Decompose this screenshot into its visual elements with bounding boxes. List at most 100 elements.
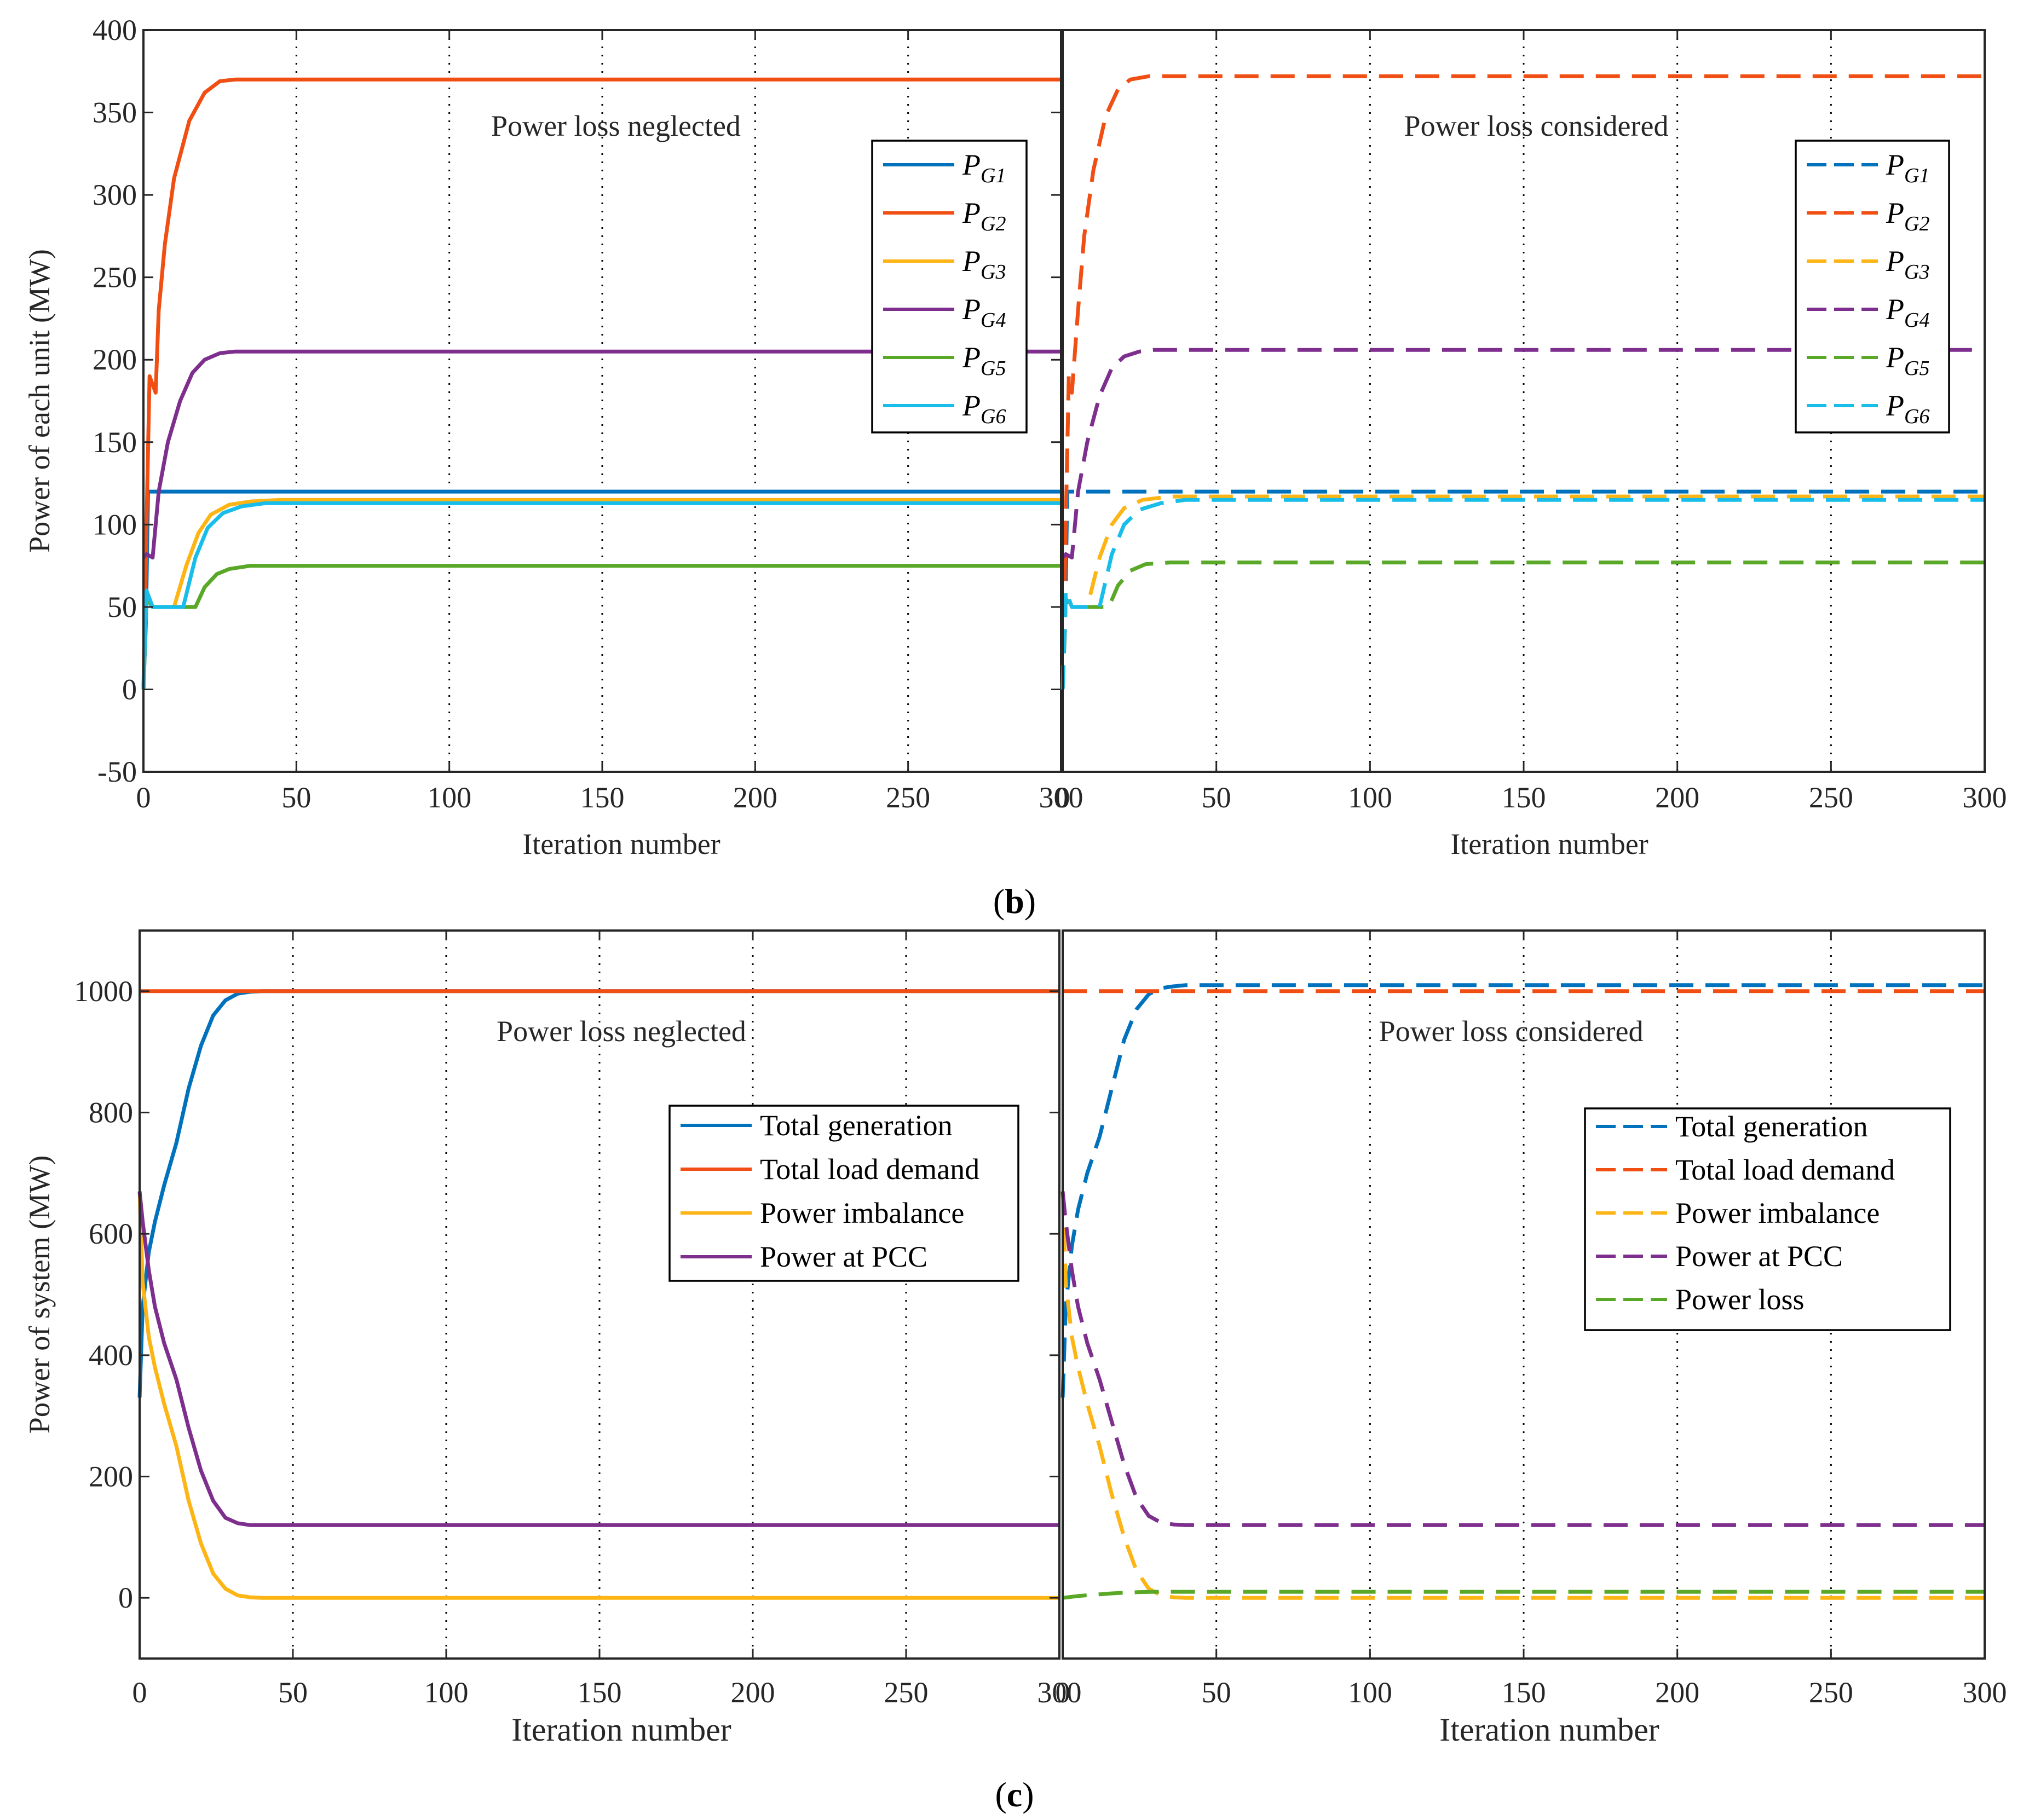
y-tick-label: -50: [97, 755, 137, 788]
x-tick-label: 0: [132, 1676, 147, 1709]
series-line-total-generation: [1060, 983, 1985, 1398]
legend-box: [1795, 140, 1950, 434]
legend: PG1 PG2 PG3 PG4 PG5 PG6: [871, 140, 1028, 434]
legend-label: PG1: [962, 148, 1006, 187]
legend-label: PG5: [1886, 341, 1929, 380]
y-tick-label: 50: [107, 591, 137, 623]
panel-b-label: (b): [993, 882, 1036, 921]
legend-box: [871, 140, 1028, 434]
legend-label: Power loss: [1675, 1283, 1805, 1316]
legend-label: Total load demand: [1675, 1153, 1895, 1186]
series-line-p-g2: [1060, 74, 1985, 690]
y-tick-label: 400: [89, 1339, 133, 1372]
y-tick-label: 350: [93, 96, 137, 129]
legend: Total generation Total load demand Power i…: [668, 1105, 1019, 1282]
legend-box: [1584, 1107, 1951, 1331]
x-axis-label: Iteration number: [1450, 828, 1648, 860]
legend-label: Power at PCC: [1675, 1240, 1843, 1273]
legend-label: PG5: [962, 341, 1006, 380]
legend-label: PG4: [1886, 293, 1929, 332]
annotation-text: Power loss considered: [1379, 1015, 1644, 1048]
y-tick-label: 800: [89, 1096, 133, 1129]
x-tick-label: 150: [1502, 781, 1546, 814]
x-tick-label: 250: [884, 1676, 929, 1709]
annotation-text: Power loss considered: [1404, 109, 1669, 142]
x-tick-label: 100: [424, 1676, 469, 1709]
x-tick-label: 100: [427, 781, 471, 814]
legend-label: Power at PCC: [760, 1240, 927, 1273]
chart-b-left: 0 50 100 150 200 250 300-500501001502002503003…: [23, 14, 1083, 860]
x-tick-label: 50: [1202, 1676, 1231, 1709]
x-tick-label: 200: [733, 781, 777, 814]
y-tick-label: 100: [93, 508, 137, 541]
legend-label: PG1: [1886, 148, 1929, 187]
series-line-power-at-pcc: [1060, 1191, 1985, 1527]
y-tick-label: 600: [89, 1217, 133, 1250]
legend-label: Total load demand: [760, 1153, 979, 1186]
x-tick-label: 0: [1056, 1676, 1070, 1709]
x-tick-label: 100: [1348, 781, 1392, 814]
legend-label: PG3: [1886, 245, 1929, 284]
series-line-power-imbalance: [1060, 1191, 1985, 1600]
plot-area: [140, 931, 1059, 1659]
legend-box: [668, 1105, 1019, 1282]
x-tick-label: 0: [1056, 781, 1070, 814]
legend: Total generation Total load demand Power i…: [1584, 1107, 1951, 1331]
x-tick-label: 200: [731, 1676, 775, 1709]
x-tick-label: 200: [1655, 1676, 1699, 1709]
x-tick-label: 300: [1039, 781, 1083, 814]
series-line-p-g6: [141, 501, 1061, 690]
legend-label: PG3: [962, 245, 1006, 284]
annotation-text: Power loss neglected: [497, 1015, 746, 1048]
x-tick-label: 300: [1963, 1676, 2007, 1709]
legend-label: Total generation: [1675, 1110, 1868, 1143]
series-line-p-g4: [142, 349, 1061, 560]
x-tick-label: 150: [578, 1676, 622, 1709]
x-tick-label: 300: [1037, 1676, 1082, 1709]
x-tick-label: 50: [281, 781, 311, 814]
chart-b-right: 0 50 100 150 200 250 300 Iteration number Power …: [1056, 29, 2007, 860]
legend-label: PG2: [962, 197, 1006, 235]
legend-label: Power imbalance: [1675, 1197, 1880, 1229]
legend: PG1 PG2 PG3 PG4 PG5 PG6: [1795, 140, 1950, 434]
y-axis-label: Power of each unit (MW): [23, 249, 56, 553]
y-tick-label: 250: [93, 261, 137, 294]
legend-label: PG6: [1886, 389, 1929, 428]
legend-label: PG4: [962, 293, 1006, 332]
plots-layer: 0 50 100 150 200 250 300-500501001502002503003…: [23, 14, 2007, 1748]
y-tick-label: 300: [93, 178, 137, 211]
series-line-power-imbalance: [137, 1191, 1059, 1600]
y-tick-label: 0: [118, 1581, 133, 1614]
panel-c-label: (c): [995, 1775, 1034, 1814]
x-tick-label: 150: [580, 781, 625, 814]
x-tick-label: 50: [1202, 781, 1231, 814]
series-line-p-g4: [1061, 348, 1985, 560]
legend-label: PG6: [962, 389, 1006, 428]
x-axis-label: Iteration number: [511, 1712, 731, 1748]
y-tick-label: 200: [93, 343, 137, 376]
legend-label: PG2: [1886, 197, 1929, 235]
series-line-p-g3: [1060, 494, 1985, 690]
chart-c-right: 0 50 100 150 200 250 300 Iteration number Power …: [1056, 929, 2007, 1748]
x-tick-label: 150: [1502, 1676, 1546, 1709]
y-tick-label: 400: [93, 14, 137, 47]
legend-label: Power imbalance: [760, 1197, 964, 1229]
x-tick-label: 250: [1809, 781, 1853, 814]
legend-label: Total generation: [760, 1109, 953, 1142]
annotation-text: Power loss neglected: [491, 109, 741, 142]
y-axis-label: Power of system (MW): [23, 1155, 56, 1434]
chart-c-left: 0 50 100 150 200 250 30002004006008001000Itera…: [23, 929, 1082, 1748]
y-tick-label: 150: [93, 426, 137, 459]
x-tick-label: 250: [1809, 1676, 1853, 1709]
x-axis-label: Iteration number: [1439, 1712, 1659, 1748]
series-line-p-g2: [141, 77, 1061, 690]
x-axis-label: Iteration number: [522, 828, 720, 860]
series-line-power-loss: [1062, 1590, 1985, 1600]
x-tick-label: 0: [136, 781, 151, 814]
x-tick-label: 50: [278, 1676, 308, 1709]
x-tick-label: 250: [886, 781, 930, 814]
y-tick-label: 0: [122, 673, 137, 706]
x-tick-label: 100: [1348, 1676, 1392, 1709]
x-tick-label: 300: [1963, 781, 2007, 814]
